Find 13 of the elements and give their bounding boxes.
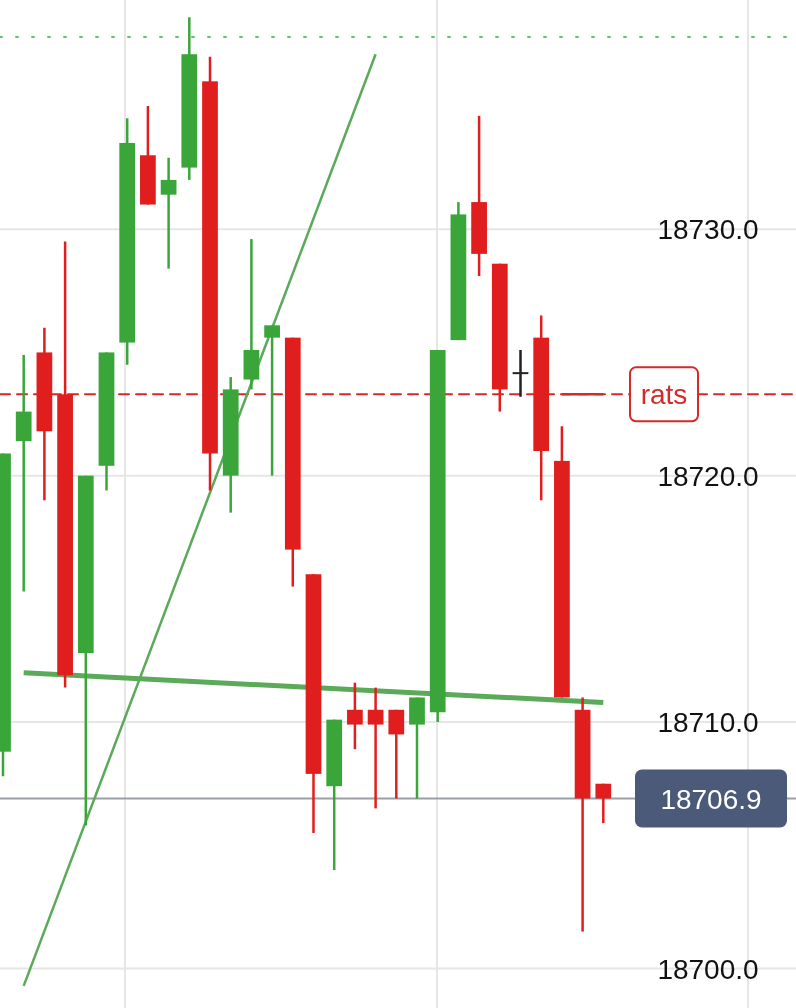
ref-line-label: 18706.9 — [660, 783, 762, 815]
ref-line-label: rats — [640, 379, 688, 411]
candlestick — [160, 156, 177, 270]
candlestick — [595, 782, 612, 825]
candlestick — [512, 348, 529, 399]
y-tick-label: 18730.0 — [657, 214, 759, 246]
y-tick-label: 18700.0 — [657, 953, 759, 985]
candlestick — [264, 324, 280, 477]
candlestick — [347, 681, 363, 751]
y-tick-label: 18710.0 — [657, 707, 759, 739]
y-tick-label: 18720.0 — [657, 460, 759, 492]
candlestick — [367, 686, 384, 810]
candlestick — [15, 353, 32, 593]
